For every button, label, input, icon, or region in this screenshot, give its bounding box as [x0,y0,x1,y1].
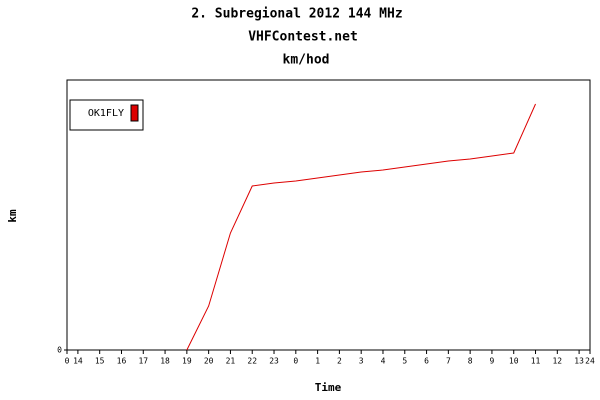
x-tick-label: 6 [424,357,429,366]
x-tick-label: 17 [138,357,148,366]
x-tick-label: 22 [247,357,257,366]
x-axis-label: Time [315,381,342,394]
x-tick-label: 1 [315,357,320,366]
chart-subtitle: VHFContest.net [248,30,358,45]
x-tick-label: 19 [182,357,192,366]
x-tick-label: 10 [509,357,519,366]
chart-title: 2. Subregional 2012 144 MHz [191,7,402,22]
x-tick-label: 8 [468,357,473,366]
y-axis-label: km [6,209,19,223]
x-tick-label: 2 [337,357,342,366]
x-tick-label: 16 [117,357,127,366]
x-tick-label: 5 [402,357,407,366]
x-tick-label: 11 [531,357,541,366]
plot-frame [66,79,591,351]
x-tick-label: 3 [359,357,364,366]
x-tick-label: 14 [73,357,83,366]
x-tick-label: 21 [226,357,236,366]
x-tick-label: 23 [269,357,279,366]
x-tick-label: 0 [293,357,298,366]
x-tick-label: 7 [446,357,451,366]
y-tick-label: 0 [57,346,62,355]
chart-subtitle: km/hod [283,53,330,68]
x-tick-label: 4 [381,357,386,366]
x-tick-label: 18 [160,357,170,366]
legend-swatch [130,104,139,122]
x-tick-label: 20 [204,357,214,366]
series-line [186,103,536,351]
legend-label: OK1FLY [88,108,124,119]
x-tick-label: 12 [552,357,562,366]
x-tick-label: 13 [574,357,584,366]
x-tick-label: 24 [585,357,595,366]
x-tick-label: 0 [65,357,70,366]
x-tick-label: 9 [490,357,495,366]
x-tick-label: 15 [95,357,105,366]
